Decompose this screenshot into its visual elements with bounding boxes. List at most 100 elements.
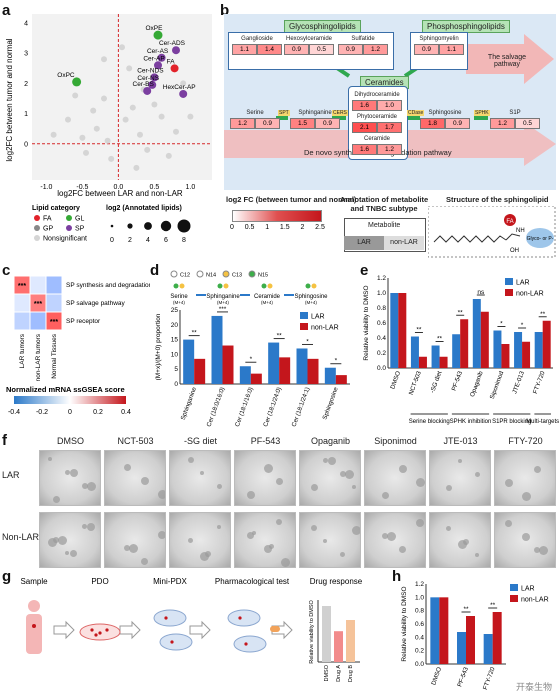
data-point: [153, 30, 163, 40]
y-tick-label: 0.2: [377, 350, 386, 357]
bar-lar: [457, 632, 466, 664]
point-label: Cer-NS: [137, 75, 159, 82]
workflow-step-label: Pharmacological test: [215, 577, 290, 586]
x-tick-label: Opaganib: [469, 370, 485, 398]
data-point: [143, 86, 152, 95]
metabolite-value: 0.5: [309, 44, 334, 55]
data-point-ns: [108, 155, 115, 162]
metabolite-value: 1.6: [352, 144, 377, 155]
y-tick-label: 0.8: [377, 305, 386, 312]
bar-lar: [268, 342, 280, 384]
panel-g-workflow: Sample PDO Mini-PDX Pharmacological test Dru…: [20, 577, 362, 682]
legend-marker: [34, 235, 40, 241]
image-row-label: Non-LAR: [2, 532, 40, 542]
pathway-atom: [261, 283, 267, 289]
legend-swatch: [505, 278, 513, 285]
metabolite-value: 0.9: [338, 44, 363, 55]
organoid-image: [234, 450, 296, 506]
y-tick-label: 15: [171, 337, 179, 344]
salvage-arrow: [466, 34, 554, 84]
data-point: [148, 80, 157, 89]
panel-label-e: e: [360, 262, 369, 279]
bar-nonlar: [492, 612, 502, 664]
atom-legend-marker: [248, 270, 256, 278]
organoid: [323, 539, 327, 543]
data-point: [179, 89, 188, 98]
size-legend-title: log2 (Annotated lipids): [106, 205, 182, 212]
patient-body: [26, 614, 42, 654]
x-tick-label: -1.0: [40, 184, 52, 191]
panel-label-f: f: [2, 432, 7, 449]
y-tick-label: 0: [174, 381, 178, 388]
panel-f-image-grid: DMSO NCT-503 -SG diet PF-543 Opaganib Siponim…: [0, 434, 559, 568]
drug-bar-label: Drug B: [348, 665, 354, 682]
data-point: [150, 73, 159, 82]
point-label: OxPE: [146, 25, 164, 32]
heatmap-cell: [29, 275, 47, 295]
organoid: [264, 464, 273, 473]
mini-y-label: Relative viability to DMSO: [309, 599, 315, 663]
data-point-ns: [151, 101, 158, 108]
data-point-ns: [180, 80, 187, 87]
size-tick: 0: [110, 237, 114, 244]
x-tick-label: FTY-720: [482, 666, 497, 691]
metabolite-name: Dihydroceramide: [354, 92, 400, 98]
bar-nonlar: [501, 344, 510, 368]
organoid-image: [299, 450, 361, 506]
mouse-icon: [233, 635, 267, 653]
organoid: [352, 485, 356, 489]
image-row-label: LAR: [2, 470, 20, 480]
organoid: [522, 533, 530, 541]
organoid: [534, 547, 540, 553]
atom-legend-label: N15: [258, 273, 268, 279]
sig-label: ns: [477, 289, 485, 296]
organoid-dot: [98, 631, 102, 635]
y-axis-label: (M+x)/(M+0) proportion: [155, 313, 162, 380]
metabolite-value: 1.2: [363, 44, 388, 55]
heatmap-cell: [45, 311, 63, 331]
metabolite-name: Sphingosine: [428, 110, 462, 116]
heatmap-col-label: non-LAR tumors: [35, 333, 42, 381]
pathway-step-sub: (M+4): [261, 300, 273, 305]
legend-swatch: [510, 584, 518, 591]
fa-marker: [504, 214, 516, 226]
c-colorbar: [14, 396, 126, 404]
organoid: [382, 492, 389, 499]
legend-marker: [34, 215, 40, 221]
annot-metabolite: Metabolite: [368, 222, 401, 229]
workflow-arrow: [119, 620, 141, 640]
organoid: [399, 465, 407, 473]
data-point-ns: [101, 95, 107, 102]
organoid: [311, 525, 317, 531]
organoid: [158, 490, 165, 499]
y-tick-label: 0.0: [377, 365, 386, 372]
x-tick-label: Sphingosine: [321, 386, 339, 421]
pathway-step-sub: (M+4): [173, 300, 185, 305]
bar-lar: [390, 293, 399, 368]
heatmap-cell: [13, 311, 31, 331]
organoid: [200, 471, 204, 475]
size-tick: 6: [164, 237, 168, 244]
organoid: [82, 524, 87, 529]
organoid: [188, 457, 194, 463]
data-point-ns: [101, 56, 107, 63]
atom-legend-marker: [222, 270, 230, 278]
atom-legend-marker: [170, 270, 178, 278]
metabolite-value: 0.9: [255, 118, 280, 129]
organoid: [463, 539, 469, 545]
sig-label: **: [416, 327, 422, 334]
atom-legend-label: C13: [232, 273, 242, 279]
sig-label: **: [540, 311, 546, 318]
organoid-image: [169, 450, 231, 506]
x-tick-label: FTY-720: [532, 370, 547, 395]
pathway-atom: [267, 283, 273, 289]
legend-marker: [34, 225, 40, 231]
data-point-ns: [79, 134, 86, 141]
y-tick-label: 4: [24, 21, 28, 28]
legend-swatch: [510, 595, 518, 602]
organoid: [48, 538, 57, 547]
y-tick-label: 0.0: [415, 661, 424, 668]
organoid: [141, 477, 149, 485]
organoid: [323, 458, 328, 463]
